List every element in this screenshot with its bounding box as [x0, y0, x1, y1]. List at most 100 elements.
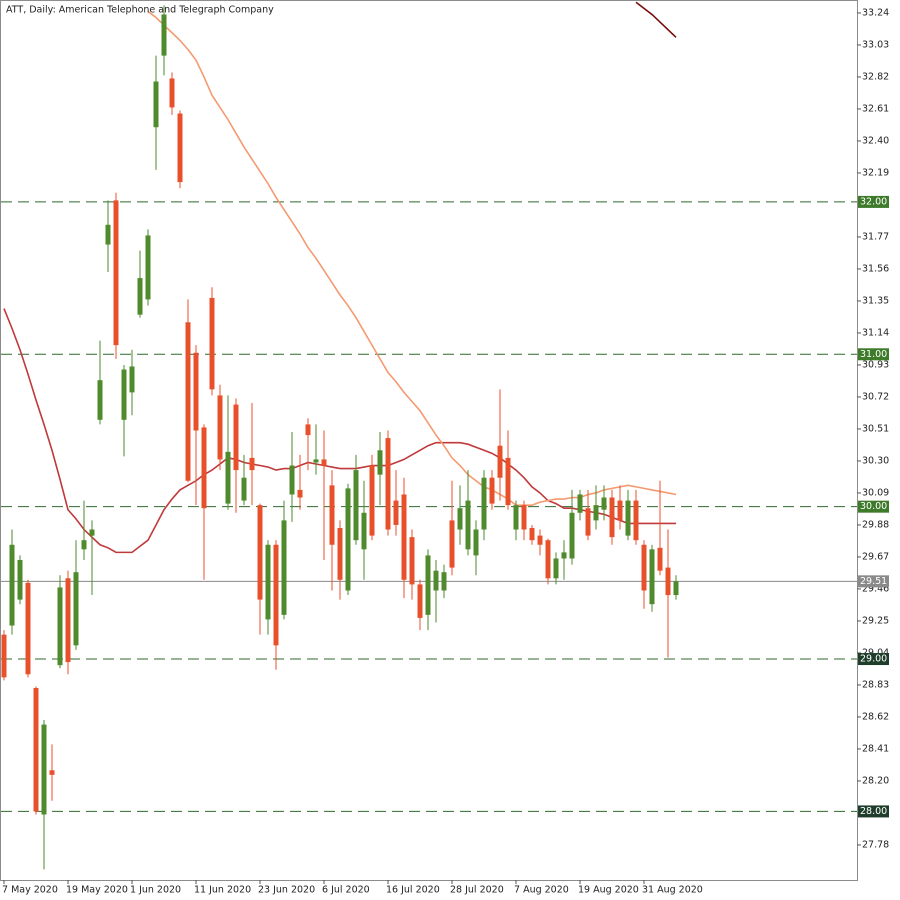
- candle-body: [313, 459, 319, 463]
- y-tick-label: 28.83: [862, 679, 889, 690]
- last-price-box: [858, 575, 889, 588]
- y-tick-label: 29.25: [862, 615, 889, 626]
- moving-average: [3, 308, 676, 554]
- candle-body: [81, 540, 87, 550]
- candle-body: [649, 549, 655, 605]
- candle-body: [473, 529, 479, 556]
- candle-body: [209, 297, 215, 390]
- moving-average: [635, 1, 677, 38]
- candle-body: [497, 445, 503, 478]
- candle-body: [489, 477, 495, 504]
- y-tick-label: 29.04: [862, 647, 889, 658]
- candle-body: [577, 494, 583, 513]
- candle-body: [25, 582, 31, 675]
- candle-body: [481, 477, 487, 530]
- candle-body: [361, 512, 367, 550]
- candle-body: [433, 570, 439, 591]
- candle-body: [281, 520, 287, 615]
- candle-body: [17, 560, 23, 600]
- candle-body: [537, 535, 543, 545]
- candle-body: [201, 427, 207, 509]
- candle-body: [521, 505, 527, 530]
- candle-body: [457, 508, 463, 530]
- candle-body: [505, 457, 511, 506]
- marks-layer: [1, 1, 679, 870]
- candle-body: [561, 552, 567, 559]
- candle-body: [529, 528, 535, 541]
- candle-body: [641, 544, 647, 591]
- level-label: 29.00: [860, 654, 887, 665]
- candle-body: [145, 235, 151, 300]
- candle-body: [113, 200, 119, 346]
- candle-body: [233, 404, 239, 471]
- y-tick-label: 33.03: [862, 39, 889, 50]
- level-label: 31.00: [860, 349, 887, 360]
- candle-body: [409, 537, 415, 585]
- candle-body: [465, 500, 471, 550]
- axis-layer: 33.24 33.03 32.82 32.61 32.40 32.19 31.77 31.56…: [2, 7, 889, 895]
- y-tick-label: 31.56: [862, 263, 889, 274]
- y-tick-label: 32.61: [862, 103, 889, 114]
- candle-body: [425, 555, 431, 615]
- x-tick-label: 11 Jun 2020: [194, 885, 251, 896]
- candle-body: [105, 224, 111, 245]
- candle-body: [609, 497, 615, 538]
- candle-body: [257, 505, 263, 600]
- y-tick-label: 32.19: [862, 167, 889, 178]
- y-tick-label: 31.35: [862, 295, 889, 306]
- candle-body: [225, 451, 231, 504]
- candle-body: [305, 424, 311, 436]
- y-tick-label: 29.88: [862, 519, 889, 530]
- candle-body: [1, 634, 7, 678]
- candle-body: [617, 500, 623, 521]
- level-box: [858, 348, 889, 361]
- candle-body: [153, 81, 159, 128]
- candle-body: [49, 770, 55, 775]
- plot-frame: [0, 0, 858, 881]
- candle-body: [545, 540, 551, 579]
- y-tick-label: 29.67: [862, 551, 889, 562]
- candle-body: [337, 528, 343, 580]
- candle-body: [449, 520, 455, 568]
- candle-body: [57, 587, 63, 666]
- candle-body: [601, 497, 607, 510]
- candle-body: [65, 578, 71, 663]
- candle-body: [673, 581, 679, 596]
- candle-body: [161, 14, 167, 56]
- candle-body: [241, 477, 247, 501]
- candle-body: [377, 450, 383, 475]
- y-tick-label: 28.20: [862, 775, 889, 786]
- level-label: 28.00: [860, 806, 887, 817]
- candle-body: [289, 465, 295, 495]
- y-tick-label: 28.62: [862, 711, 889, 722]
- candle-body: [401, 494, 407, 580]
- candle-body: [353, 470, 359, 541]
- y-tick-label: 30.72: [862, 391, 889, 402]
- x-tick-label: 16 Jul 2020: [386, 885, 440, 896]
- candle-body: [593, 505, 599, 521]
- candle-body: [297, 489, 303, 498]
- x-tick-label: 1 Jun 2020: [130, 885, 181, 896]
- level-box: [858, 500, 889, 513]
- x-tick-label: 7 May 2020: [2, 885, 58, 896]
- y-tick-label: 30.51: [862, 423, 889, 434]
- y-tick-label: 29.46: [862, 583, 889, 594]
- y-tick-label: 30.93: [862, 359, 889, 370]
- level-label: 30.00: [860, 501, 887, 512]
- candle-body: [169, 78, 175, 108]
- y-tick-label: 28.41: [862, 743, 889, 754]
- candle-body: [393, 500, 399, 525]
- y-tick-label: 33.24: [862, 7, 889, 18]
- candle-body: [73, 572, 79, 646]
- candle-body: [513, 505, 519, 530]
- level-label: 32.00: [860, 196, 887, 207]
- x-tick-label: 6 Jul 2020: [322, 885, 370, 896]
- candle-body: [33, 688, 39, 812]
- x-tick-label: 23 Jun 2020: [258, 885, 315, 896]
- candle-body: [265, 544, 271, 620]
- x-tick-label: 19 Aug 2020: [578, 885, 639, 896]
- candle-body: [665, 567, 671, 596]
- y-tick-label: 27.78: [862, 839, 889, 850]
- x-tick-label: 19 May 2020: [66, 885, 128, 896]
